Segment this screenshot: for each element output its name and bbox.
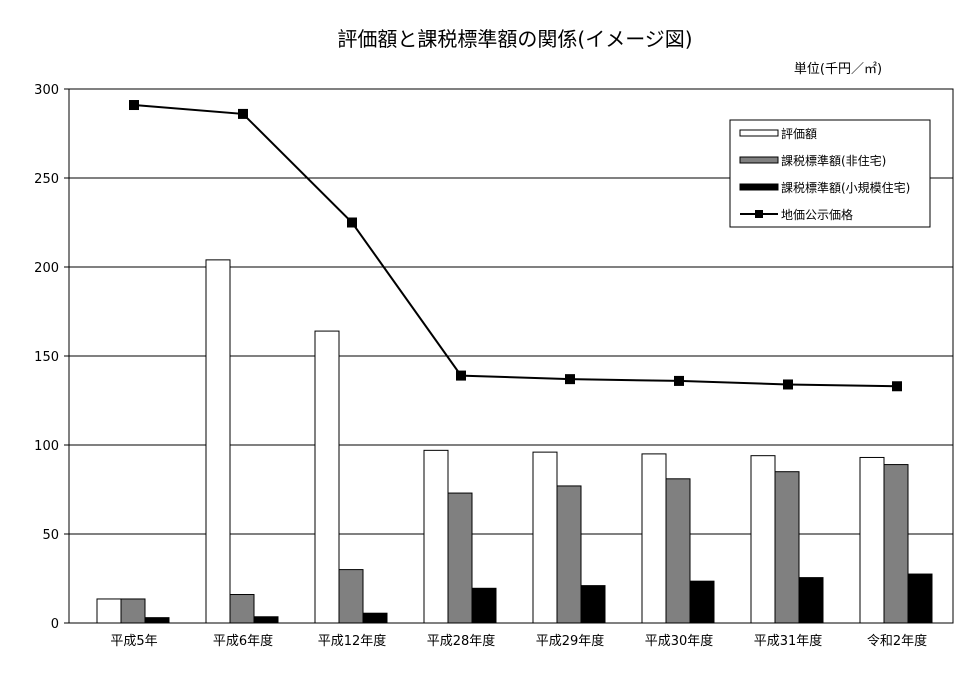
line-land-price (133, 104, 898, 388)
bar-assessed (314, 330, 340, 624)
x-tick-label: 平成5年 (110, 634, 157, 649)
y-tick-label: 0 (51, 617, 59, 632)
line-marker (674, 375, 684, 386)
bar-assessed (859, 456, 885, 624)
bar-nonresidential (883, 464, 909, 624)
legend-label: 地価公示価格 (781, 207, 853, 222)
bar-assessed (205, 259, 231, 624)
bar-assessed (423, 449, 449, 624)
line-marker (347, 217, 357, 228)
line-marker (238, 108, 248, 119)
legend-box (729, 119, 931, 228)
line-marker (456, 370, 466, 381)
bar-nonresidential (665, 478, 691, 624)
y-tick-label: 50 (42, 528, 59, 543)
bar-assessed (750, 455, 776, 624)
unit-label: 単位(千円／㎡) (794, 61, 882, 77)
legend-label: 課税標準額(非住宅) (781, 153, 886, 168)
x-tick-label: 平成29年度 (536, 633, 605, 649)
bar-assessed (532, 451, 558, 624)
y-tick-label: 250 (34, 172, 59, 187)
bar-nonresidential (338, 569, 364, 624)
bar-assessed (641, 453, 667, 624)
y-tick-label: 300 (34, 83, 59, 98)
chart-title: 評価額と課税標準額の関係(イメージ図) (337, 27, 692, 51)
bar-small-residential (253, 616, 279, 624)
legend-marker (755, 210, 763, 218)
bar-small-residential (580, 585, 606, 624)
bar-nonresidential (120, 598, 146, 624)
legend-label: 課税標準額(小規模住宅) (781, 180, 910, 195)
line-marker (565, 374, 575, 385)
x-tick-label: 平成30年度 (645, 633, 714, 649)
x-tick-label: 令和2年度 (867, 633, 927, 649)
bar-small-residential (798, 577, 824, 624)
bar-small-residential (144, 617, 170, 624)
bar-small-residential (907, 573, 933, 624)
x-tick-label: 平成28年度 (427, 633, 496, 649)
bar-nonresidential (447, 492, 473, 624)
bar-assessed (96, 598, 122, 624)
y-tick-label: 100 (34, 439, 59, 454)
bar-small-residential (689, 580, 715, 624)
line-marker (783, 379, 793, 390)
line-marker (892, 381, 902, 392)
legend-label: 評価額 (781, 126, 817, 141)
x-tick-label: 平成31年度 (754, 633, 823, 649)
bar-nonresidential (556, 485, 582, 624)
bar-small-residential (471, 587, 497, 624)
y-tick-label: 200 (34, 261, 59, 276)
x-tick-label: 平成12年度 (318, 633, 387, 649)
x-tick-label: 平成6年度 (213, 633, 273, 649)
legend-swatch (739, 156, 779, 164)
legend-swatch (739, 183, 779, 191)
bar-small-residential (362, 612, 388, 624)
line-marker (129, 100, 139, 111)
bar-nonresidential (229, 594, 255, 624)
bar-nonresidential (774, 471, 800, 624)
legend-swatch (739, 129, 779, 137)
y-tick-label: 150 (34, 350, 59, 365)
